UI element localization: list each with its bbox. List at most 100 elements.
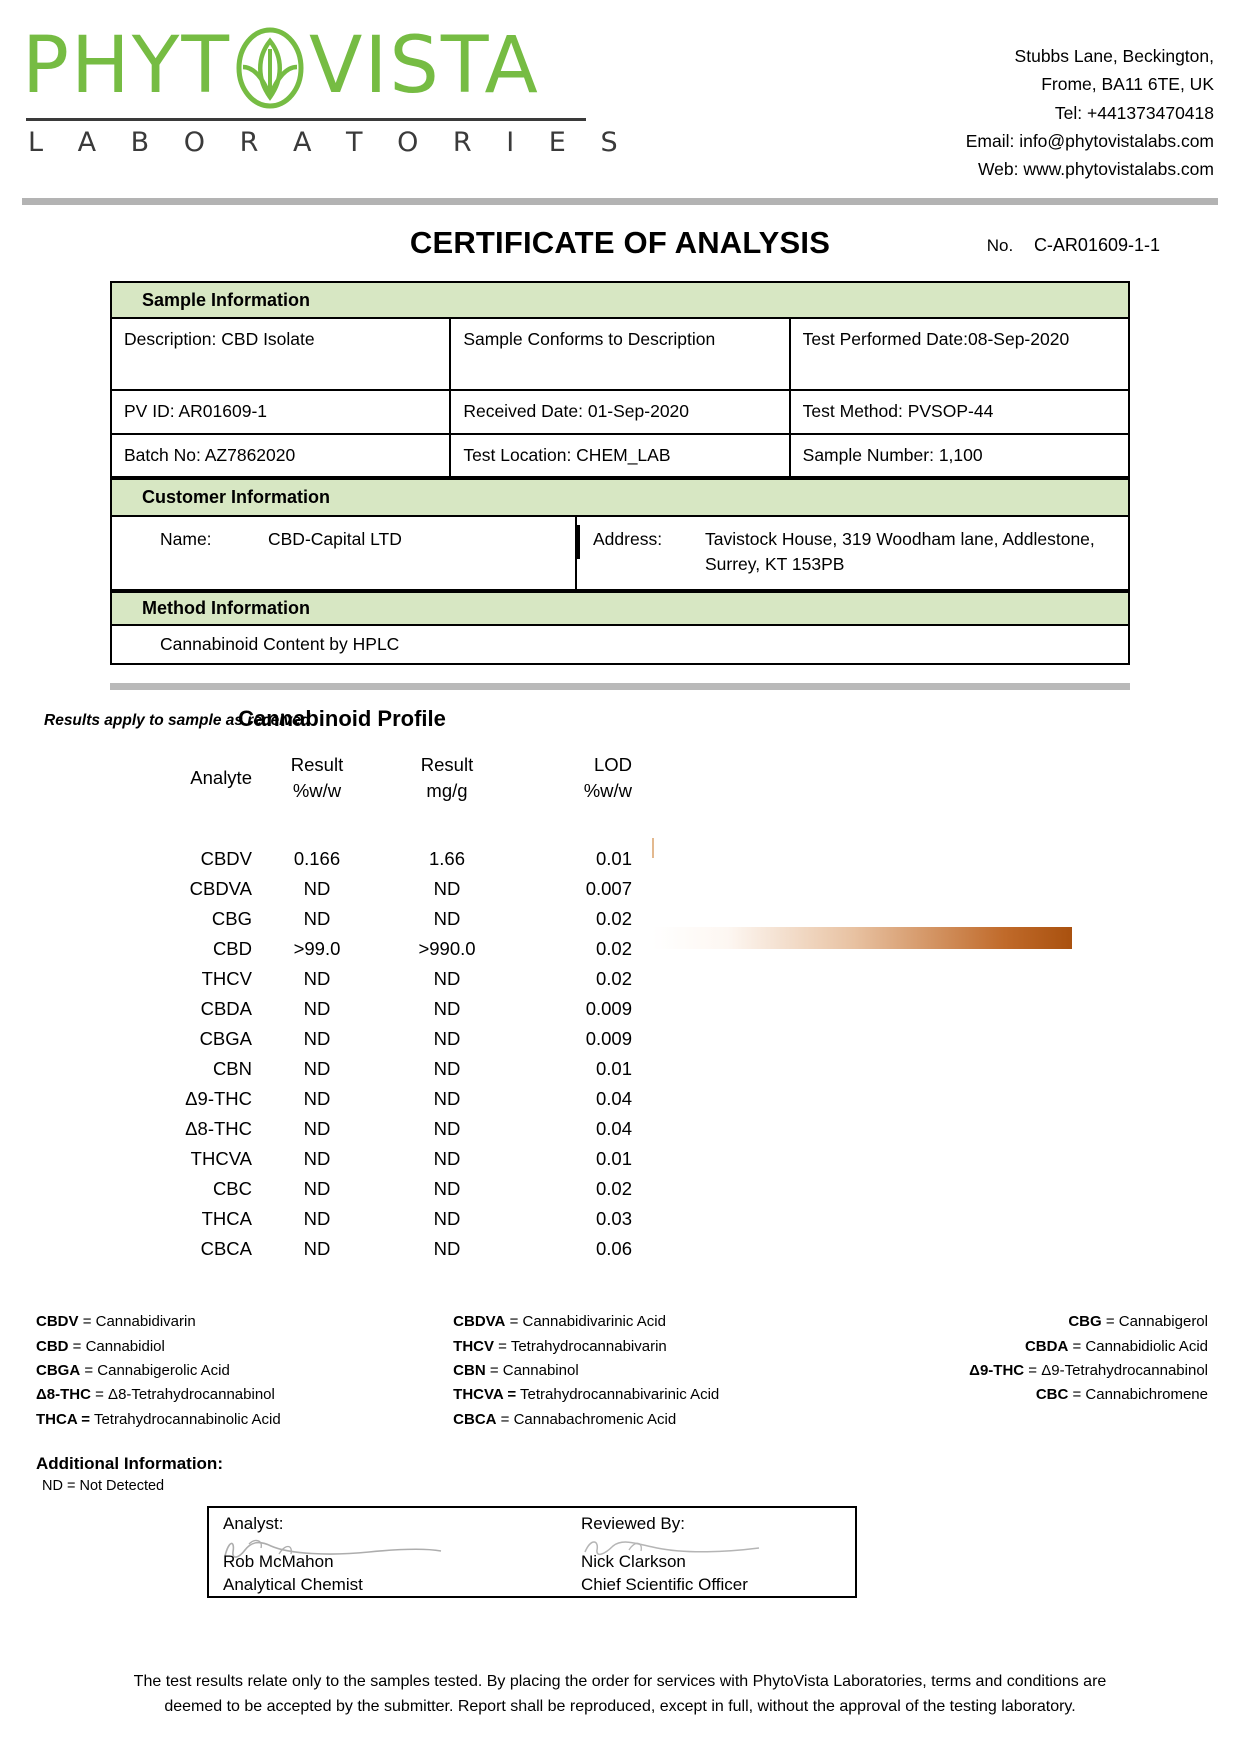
leaf-icon (233, 23, 307, 109)
additional-information-heading: Additional Information: (36, 1453, 223, 1473)
analyte-lod: 0.02 (595, 908, 632, 930)
contact-block: Stubbs Lane, Beckington, Frome, BA11 6TE… (966, 18, 1218, 184)
customer-address-value: Tavistock House, 319 Woodham lane, Addle… (705, 528, 1095, 574)
test-performed-date: Test Performed Date:08-Sep-2020 (788, 317, 1131, 392)
results-separator-bar (110, 683, 1130, 691)
analyte-result-pct: >99.0 (293, 938, 341, 960)
legend-abbr: CBDVA (453, 1313, 506, 1331)
contact-website: Web: www.phytovistalabs.com (977, 159, 1214, 180)
table-row: Description: CBD Isolate Sample Conforms… (109, 317, 1131, 392)
legend-abbr: CBD (36, 1337, 69, 1355)
analyte-name: Δ9-THC (185, 1088, 252, 1110)
legend-item: CBCA = Cannabachromenic Acid (453, 1408, 880, 1432)
customer-information-title: Customer Information (110, 478, 1130, 517)
table-row: CBDVA ND ND 0.007 (22, 874, 1072, 904)
analyte-result-mgg: ND (433, 878, 461, 900)
analyte-result-mgg: ND (433, 968, 461, 990)
analyst-label: Analyst: (223, 1513, 284, 1533)
gradient-cell (632, 1144, 1072, 1174)
analyte-name: THCV (201, 968, 252, 990)
table-row: PV ID: AR01609-1 Received Date: 01-Sep-2… (109, 389, 1131, 435)
legend-def: = Cannabidivarinic Acid (509, 1313, 666, 1331)
analyte-result-mgg: ND (433, 1208, 461, 1230)
col-header-result-pct: Result %w/w (252, 754, 382, 802)
test-location: Test Location: CHEM_LAB (449, 432, 791, 479)
results-section: Results apply to sample as received Cann… (22, 706, 1218, 1264)
brand-subtitle: L A B O R A T O R I E S (28, 127, 631, 158)
analyte-result-mgg: ND (433, 1058, 461, 1080)
additional-information: Additional Information: ND = Not Detecte… (22, 1454, 1218, 1494)
legend-abbr: Δ9-THC (969, 1361, 1025, 1379)
table-row: CBCA ND ND 0.06 (22, 1234, 1072, 1264)
analyte-lod: 0.02 (595, 968, 632, 990)
legend-def: Tetrahydrocannabinolic Acid (93, 1410, 281, 1428)
certificate-number-value: C-AR01609-1-1 (1033, 234, 1160, 255)
gradient-cell (632, 1054, 1072, 1084)
legend-def: = Cannabidiolic Acid (1072, 1337, 1208, 1355)
reviewer-signature-block: Reviewed By: Nick Clarkson Chief Scienti… (567, 1508, 859, 1596)
col-header-lod-top: LOD (593, 754, 632, 776)
col-header-result-mgg: Result mg/g (382, 754, 512, 802)
analyte-lod: 0.02 (595, 1178, 632, 1200)
legend-item: THCA = Tetrahydrocannabinolic Acid (36, 1408, 453, 1432)
analyte-result-mgg: ND (433, 1118, 461, 1140)
customer-information-table: Name: CBD-Capital LTD Address: Tavistock H… (110, 516, 1130, 592)
results-spacer-row (22, 802, 1072, 844)
brand-divider (26, 118, 586, 121)
table-row: Cannabinoid Content by HPLC (110, 625, 1130, 666)
reviewer-role: Chief Scientific Officer (581, 1574, 748, 1594)
batch-no: Batch No: AZ7862020 (109, 432, 452, 479)
analyte-lod: 0.01 (595, 848, 632, 870)
analyte-name: CBGA (199, 1028, 252, 1050)
legend-column-c: CBG = Cannabigerol CBDA = Cannabidiolic … (880, 1310, 1208, 1431)
legend-def: = Tetrahydrocannabivarin (498, 1337, 667, 1355)
legend-item: CBGA = Cannabigerolic Acid (36, 1359, 453, 1383)
customer-name-label: Name: (160, 528, 212, 549)
legend-abbr: CBG (1068, 1313, 1102, 1331)
analyte-lod: 0.01 (595, 1058, 632, 1080)
legend-abbr: THCVA = (453, 1386, 517, 1404)
sample-information-title: Sample Information (110, 280, 1130, 320)
abbreviation-legend: CBDV = Cannabidivarin CBD = Cannabidiol … (22, 1310, 1218, 1431)
legend-column-a: CBDV = Cannabidivarin CBD = Cannabidiol … (36, 1310, 453, 1431)
legend-item: THCVA = Tetrahydrocannabivarinic Acid (453, 1383, 880, 1407)
contact-address-line2: Frome, BA11 6TE, UK (1041, 74, 1214, 95)
analyte-result-pct: ND (303, 1148, 331, 1170)
table-row: THCV ND ND 0.02 (22, 964, 1072, 994)
results-body: CBDV 0.166 1.66 0.01 CBDVA ND ND 0.007 C… (22, 838, 1072, 1264)
analyte-name: CBG (211, 908, 252, 930)
contact-address-line1: Stubbs Lane, Beckington, (1014, 46, 1214, 66)
legend-abbr: Δ8-THC (36, 1386, 91, 1404)
results-header-row: Analyte Result %w/w Result mg/g LOD %w/w (22, 754, 1072, 802)
analyte-result-mgg: 1.66 (428, 848, 465, 870)
analyte-name: THCA (201, 1208, 252, 1230)
brand-logo: PHYT VISTA L A B O R A T O R I E S (22, 18, 642, 158)
sample-description: Description: CBD Isolate (109, 317, 452, 392)
legend-def: = Cannabinol (489, 1361, 579, 1379)
analyte-result-mgg: >990.0 (418, 938, 476, 960)
col-header-result-pct-top: Result (290, 754, 344, 776)
legend-item: CBG = Cannabigerol (880, 1310, 1208, 1334)
analyte-result-pct: ND (303, 1028, 331, 1050)
legend-item: Δ9-THC = Δ9-Tetrahydrocannabinol (880, 1359, 1208, 1383)
analyte-result-mgg: ND (433, 1178, 461, 1200)
legend-item: CBDA = Cannabidiolic Acid (880, 1335, 1208, 1359)
legend-abbr: CBN (453, 1361, 486, 1379)
col-header-lod-unit: %w/w (583, 780, 632, 802)
table-row: CBDV 0.166 1.66 0.01 (22, 838, 1072, 874)
analyte-name: THCVA (190, 1148, 252, 1170)
page-title: CERTIFICATE OF ANALYSIS (409, 224, 831, 260)
certificate-number: No. C-AR01609-1-1 (987, 235, 1160, 256)
sample-conformance: Sample Conforms to Description (449, 317, 791, 392)
table-row: CBG ND ND 0.02 (22, 904, 1072, 934)
gradient-cell (632, 964, 1072, 994)
analyte-lod: 0.007 (585, 878, 632, 900)
legend-def: = Δ9-Tetrahydrocannabinol (1028, 1361, 1208, 1379)
legend-def: = Cannabachromenic Acid (500, 1410, 677, 1428)
legend-def: = Cannabidiol (72, 1337, 165, 1355)
analyte-name: CBDV (200, 848, 252, 870)
gradient-cell (632, 1204, 1072, 1234)
table-row: Batch No: AZ7862020 Test Location: CHEM_… (109, 432, 1131, 479)
table-row: Δ9-THC ND ND 0.04 (22, 1084, 1072, 1114)
legend-def: = Cannabigerolic Acid (84, 1361, 230, 1379)
